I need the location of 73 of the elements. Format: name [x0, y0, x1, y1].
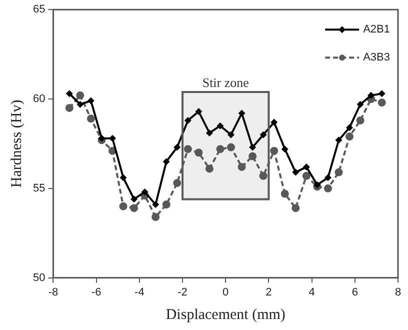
- y-tick-label: 60: [32, 93, 46, 106]
- point: [152, 200, 160, 208]
- point: [238, 162, 246, 171]
- point: [76, 91, 84, 100]
- x-tick-label: 2: [266, 286, 272, 298]
- y-tick-label: 65: [32, 4, 46, 16]
- x-tick-label: 0: [222, 286, 229, 298]
- point: [378, 90, 386, 98]
- x-tick-label: 6: [352, 286, 358, 298]
- x-tick-label: -2: [178, 286, 188, 298]
- point: [378, 98, 386, 107]
- point: [141, 188, 148, 196]
- point: [228, 131, 235, 138]
- point: [66, 90, 73, 98]
- point: [184, 116, 192, 124]
- point: [324, 184, 332, 192]
- x-tick-label: -4: [134, 286, 144, 298]
- point: [302, 172, 310, 180]
- point: [346, 132, 354, 141]
- point: [216, 145, 224, 154]
- point: [356, 116, 364, 124]
- point: [238, 110, 246, 117]
- point: [87, 97, 94, 104]
- point: [206, 129, 213, 136]
- x-tick-label: -6: [91, 286, 102, 298]
- x-tick-label: -8: [48, 286, 58, 298]
- point: [216, 122, 224, 130]
- point: [184, 145, 192, 154]
- point: [108, 134, 116, 142]
- x-tick-label: 4: [308, 286, 315, 298]
- point: [249, 144, 256, 151]
- point: [281, 146, 288, 153]
- point: [130, 204, 138, 212]
- point: [335, 136, 342, 144]
- point: [162, 158, 170, 166]
- legend-label: A2B1: [363, 24, 390, 36]
- point: [292, 168, 300, 176]
- point: [334, 168, 343, 176]
- point: [356, 100, 364, 108]
- point: [302, 163, 310, 170]
- point: [314, 181, 321, 188]
- point: [130, 196, 138, 203]
- point: [260, 131, 267, 138]
- y-axis-title: Hardness (Hv): [8, 100, 25, 188]
- point: [195, 108, 202, 116]
- x-tick-label: 8: [394, 286, 402, 298]
- point: [270, 118, 278, 126]
- point: [324, 174, 332, 182]
- band-label: Stir zone: [202, 74, 250, 90]
- point: [368, 92, 375, 99]
- point: [152, 213, 160, 222]
- point: [65, 104, 74, 112]
- x-axis-title: Displacement (mm): [166, 306, 286, 323]
- y-tick-label: 55: [32, 182, 46, 194]
- point: [120, 174, 127, 182]
- point: [259, 172, 268, 180]
- point: [248, 152, 257, 160]
- point: [205, 164, 214, 173]
- point: [270, 146, 278, 155]
- point: [86, 114, 95, 123]
- point: [280, 190, 289, 198]
- point: [346, 124, 354, 132]
- point: [162, 200, 170, 208]
- point: [98, 134, 106, 142]
- y-tick-label: 50: [32, 272, 46, 284]
- point: [292, 204, 300, 212]
- point: [119, 202, 128, 210]
- point: [76, 100, 84, 108]
- point: [174, 144, 181, 151]
- point: [173, 179, 182, 188]
- legend-label: A3B3: [363, 52, 390, 64]
- point: [194, 148, 203, 157]
- point: [227, 143, 236, 152]
